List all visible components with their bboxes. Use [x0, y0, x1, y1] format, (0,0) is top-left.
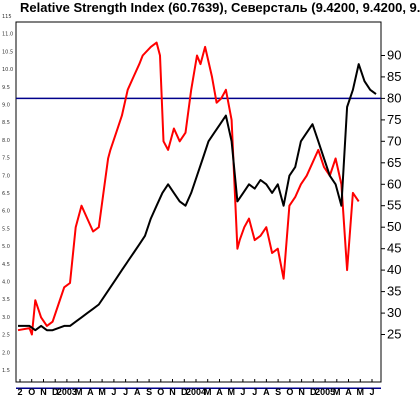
left-tick-label: 8.0 — [2, 138, 10, 144]
left-axis-ticks: 115 11.0 10.5 10.0 9.5 9.0 8.5 8.0 7.5 7.0 6.5 6.0 5… — [2, 14, 13, 374]
x-tick-label: M — [204, 387, 212, 397]
x-tick-label: S — [146, 387, 152, 397]
left-tick-label: 7.5 — [2, 156, 10, 162]
x-tick-label: A — [263, 387, 270, 397]
left-tick-label: 7.0 — [2, 173, 10, 179]
x-tick-label: S — [275, 387, 281, 397]
right-tick-label: 90 — [387, 48, 401, 63]
chart-title: Relative Strength Index (60.7639), Север… — [20, 0, 420, 15]
right-tick-label: 50 — [387, 219, 401, 234]
x-tick-label: O — [286, 387, 293, 397]
x-tick-label: O — [28, 387, 35, 397]
x-tick-label: A — [216, 387, 223, 397]
plot-area — [15, 21, 382, 383]
x-tick-label: J — [369, 387, 374, 397]
right-tick-label: 60 — [387, 176, 401, 191]
x-tick-label: J — [252, 387, 257, 397]
series-line — [18, 63, 377, 332]
left-tick-label: 10.0 — [2, 67, 13, 73]
left-tick-label: 6.5 — [2, 191, 10, 197]
x-tick-label: N — [169, 387, 176, 397]
x-tick-label: 2004 — [186, 387, 206, 397]
right-tick-label: 75 — [387, 112, 401, 127]
x-tick-label: M — [227, 387, 235, 397]
x-tick-label: A — [134, 387, 141, 397]
left-tick-label: 4.0 — [2, 280, 10, 286]
right-tick-label: 80 — [387, 90, 401, 105]
left-tick-label: 5.5 — [2, 226, 10, 232]
x-tick-label: 2005 — [315, 387, 335, 397]
left-tick-label: 10.5 — [2, 49, 13, 55]
right-tick-label: 65 — [387, 155, 401, 170]
left-tick-label: 5.0 — [2, 244, 10, 250]
right-tick-label: 30 — [387, 305, 401, 320]
x-tick-label: J — [123, 387, 128, 397]
x-tick-label: 2 — [17, 387, 22, 397]
right-axis-ticks: 25 30 35 40 45 50 55 60 65 70 75 80 85 90 — [381, 48, 401, 342]
left-tick-label: 2.5 — [2, 333, 10, 339]
x-tick-label: J — [240, 387, 245, 397]
right-tick-label: 85 — [387, 69, 401, 84]
x-tick-label: 2003 — [57, 387, 77, 397]
reference-lines — [16, 97, 381, 389]
x-tick-label: J — [111, 387, 116, 397]
x-tick-label: O — [157, 387, 164, 397]
series-lines — [17, 41, 377, 336]
x-tick-label: A — [345, 387, 352, 397]
left-tick-label: 6.0 — [2, 209, 10, 215]
x-tick-label: D — [52, 387, 59, 397]
left-tick-label: 3.5 — [2, 297, 10, 303]
right-tick-label: 40 — [387, 262, 401, 277]
right-tick-label: 55 — [387, 198, 401, 213]
series-line — [17, 41, 360, 336]
left-tick-label: 9.0 — [2, 103, 10, 109]
x-tick-label: D — [310, 387, 317, 397]
x-tick-label: M — [75, 387, 83, 397]
left-tick-label: 115 — [2, 14, 12, 20]
x-tick-label: M — [333, 387, 341, 397]
left-tick-label: 4.5 — [2, 262, 10, 268]
right-tick-label: 35 — [387, 284, 401, 299]
x-tick-label: D — [181, 387, 188, 397]
right-tick-label: 70 — [387, 133, 401, 148]
x-tick-label: M — [98, 387, 106, 397]
x-tick-label: M — [357, 387, 365, 397]
left-tick-label: 3.0 — [2, 315, 10, 321]
right-tick-label: 45 — [387, 241, 401, 256]
left-tick-label: 2.0 — [2, 350, 10, 356]
x-tick-label: N — [40, 387, 47, 397]
right-tick-label: 25 — [387, 327, 401, 342]
left-tick-label: 11.0 — [2, 32, 13, 38]
left-tick-label: 9.5 — [2, 85, 10, 91]
left-tick-label: 8.5 — [2, 120, 10, 126]
x-tick-label: A — [87, 387, 94, 397]
x-tick-label: N — [298, 387, 305, 397]
left-tick-label: 1.5 — [2, 368, 10, 374]
